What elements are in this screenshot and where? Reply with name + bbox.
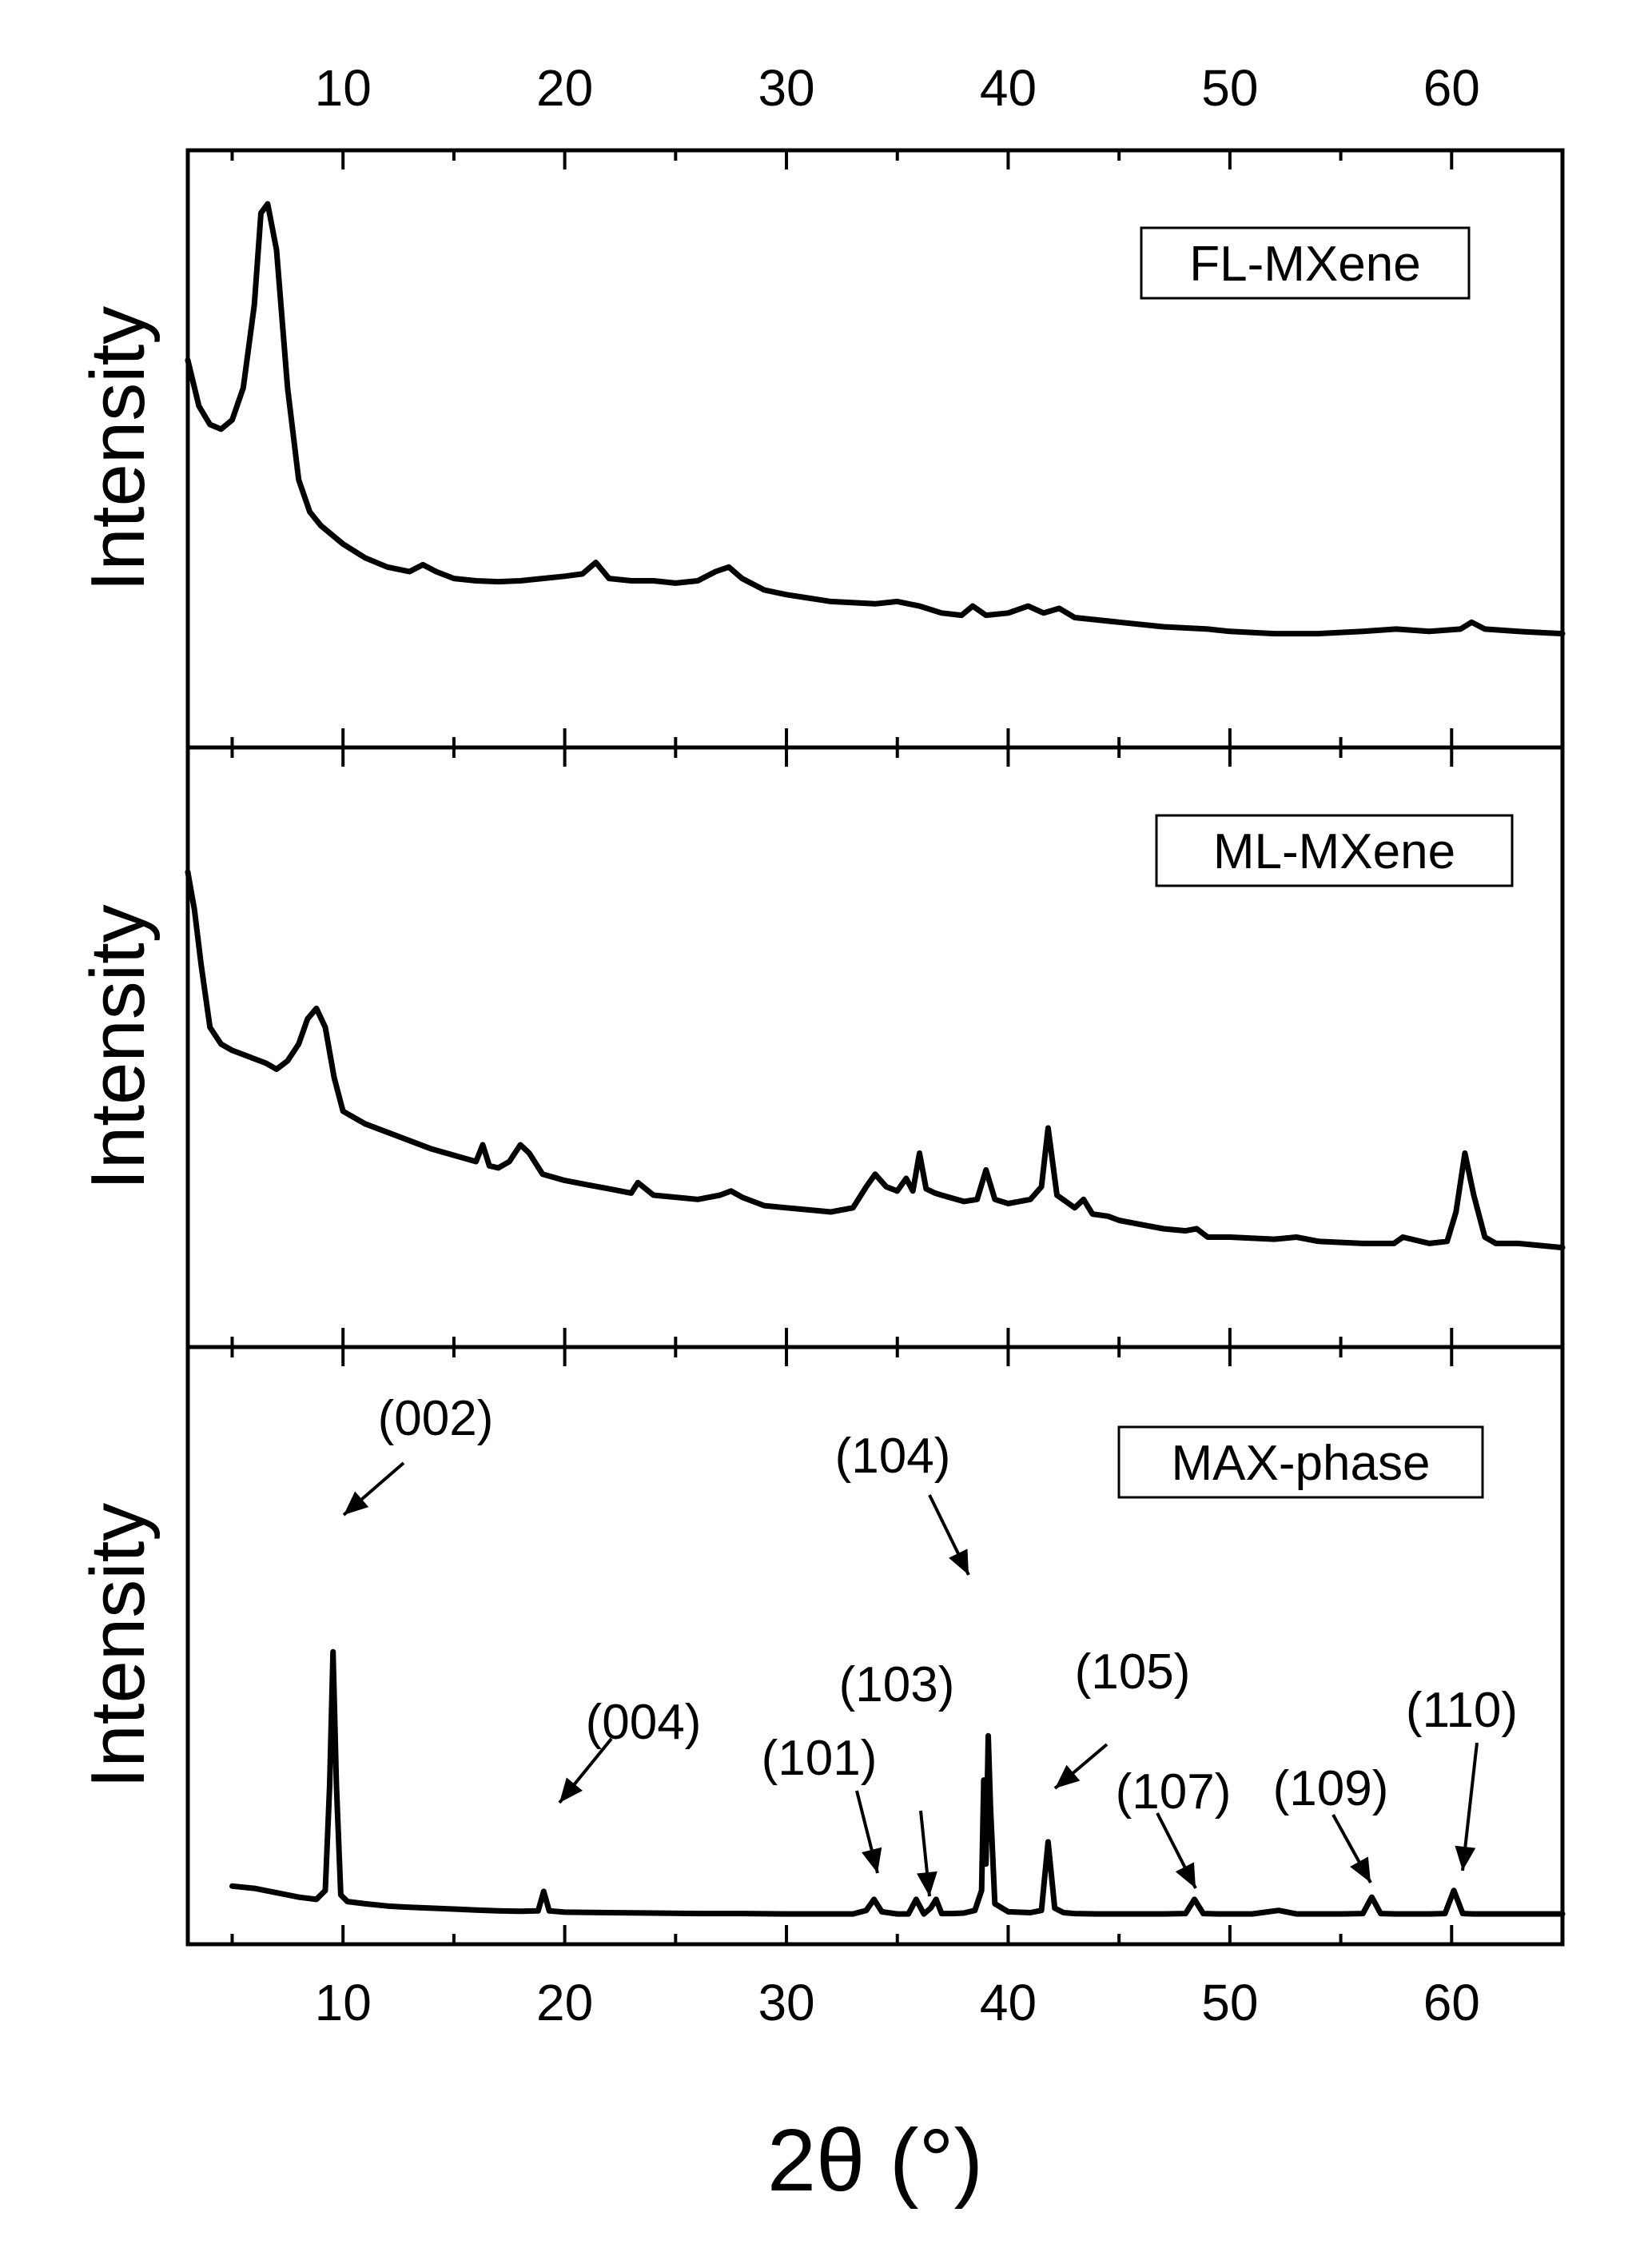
peak-annotation: (109) (1273, 1761, 1389, 1816)
top-tick-label: 10 (315, 59, 372, 117)
arrowhead (559, 1777, 583, 1803)
top-axis-tick-labels: 10 20 30 40 50 60 (315, 59, 1480, 117)
panel-fl-mxene: Intensity FL-MXene (75, 148, 1566, 750)
x-axis-title: 2θ (°) (767, 2111, 983, 2210)
arrowhead (1455, 1845, 1476, 1871)
bottom-tick-label: 60 (1423, 1974, 1480, 2031)
arrowhead (949, 1549, 969, 1575)
top-tick-label: 50 (1201, 59, 1258, 117)
y-axis-title: Intensity (75, 1503, 161, 1789)
peak-annotation: (004) (586, 1695, 702, 1750)
arrowhead (344, 1491, 369, 1515)
panel-frame (185, 1345, 1565, 1947)
bottom-axis-tick-labels: 10 20 30 40 50 60 (315, 1974, 1480, 2031)
arrowhead (1055, 1764, 1081, 1788)
peak-annotation: (103) (839, 1657, 955, 1712)
legend-box (1117, 1425, 1484, 1499)
series-line (185, 869, 1566, 1251)
bottom-tick-label: 30 (758, 1974, 814, 2031)
panel-max-phase: Intensity MAX-phase (002) (004) (101) (103) (1… (75, 1345, 1566, 1947)
top-tick-label: 40 (980, 59, 1037, 117)
legend-label: FL-MXene (1189, 237, 1420, 292)
legend-label: MAX-phase (1172, 1436, 1431, 1491)
series-line (229, 1648, 1566, 1917)
legend-box (1140, 226, 1471, 300)
peak-annotation: (002) (378, 1391, 494, 1446)
bottom-tick-label: 20 (536, 1974, 593, 2031)
peak-annotation: (107) (1116, 1764, 1232, 1820)
legend-label: ML-MXene (1213, 824, 1455, 879)
peak-annotation: (104) (835, 1429, 951, 1484)
top-tick-label: 20 (536, 59, 593, 117)
bottom-tick-label: 10 (315, 1974, 372, 2031)
series-line (185, 201, 1566, 637)
bottom-tick-label: 40 (980, 1974, 1037, 2031)
top-tick-label: 30 (758, 59, 814, 117)
bottom-tick-label: 50 (1201, 1974, 1258, 2031)
y-axis-title: Intensity (75, 904, 161, 1190)
arrowhead (862, 1847, 882, 1873)
legend-box (1155, 814, 1514, 887)
arrowhead (1350, 1856, 1371, 1883)
arrowhead (1175, 1862, 1196, 1888)
peak-annotation: (101) (762, 1731, 878, 1786)
panel-ml-mxene: Intensity ML-MXene (75, 745, 1566, 1349)
arrowhead (917, 1871, 937, 1896)
y-axis-title: Intensity (75, 306, 161, 592)
top-tick-label: 60 (1423, 59, 1480, 117)
peak-annotation: (105) (1075, 1644, 1191, 1700)
peak-annotation: (110) (1406, 1683, 1518, 1738)
